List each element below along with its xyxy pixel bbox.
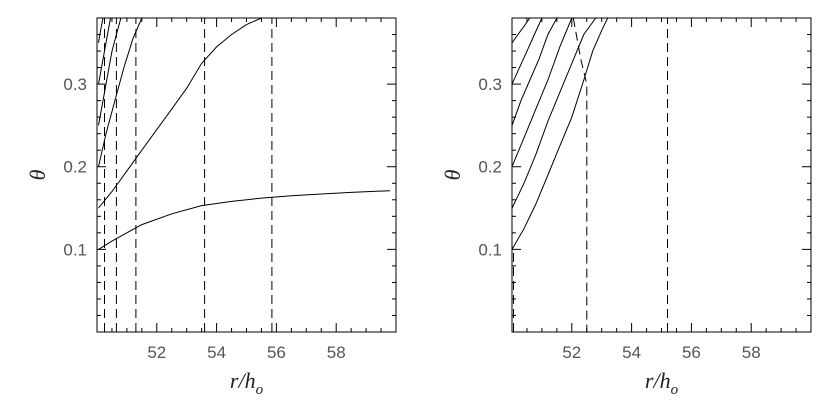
y-tick-label: 0.2 bbox=[478, 158, 502, 177]
x-tick-label: 54 bbox=[207, 343, 226, 362]
solid-curve-2 bbox=[512, 18, 573, 167]
solid-curve-3 bbox=[512, 18, 558, 126]
series-group bbox=[512, 18, 668, 332]
right-panel: 52 54 56 58 0.1 0.2 0.3 r/ho θ bbox=[440, 17, 812, 398]
solid-curve-0 bbox=[512, 18, 609, 250]
solid-curve-5 bbox=[98, 18, 104, 43]
solid-curve-4 bbox=[512, 18, 543, 85]
x-tick-label: 58 bbox=[327, 343, 346, 362]
y-tick-label: 0.3 bbox=[478, 75, 502, 94]
dashed-line-7 bbox=[572, 18, 588, 332]
x-tick-label: 56 bbox=[682, 343, 701, 362]
solid-curve-5 bbox=[512, 18, 531, 44]
y-tick-label: 0.1 bbox=[478, 240, 502, 259]
solid-curve-0 bbox=[98, 190, 391, 250]
x-tick-label: 52 bbox=[147, 343, 166, 362]
solid-curve-3 bbox=[98, 18, 122, 126]
left-panel: 52 54 56 58 0.1 0.2 0.3 r/ho θ bbox=[25, 17, 397, 398]
plot-frame bbox=[511, 17, 812, 333]
y-tick-label: 0.2 bbox=[63, 158, 87, 177]
solid-curve-1 bbox=[512, 18, 597, 209]
y-axis-label: θ bbox=[25, 169, 50, 180]
solid-curve-2 bbox=[98, 18, 143, 167]
series-group bbox=[98, 18, 391, 332]
y-axis-label: θ bbox=[440, 169, 465, 180]
x-tick-label: 52 bbox=[562, 343, 581, 362]
solid-curve-1 bbox=[98, 18, 262, 209]
x-axis-label: r/ho bbox=[230, 368, 264, 398]
y-tick-label: 0.3 bbox=[63, 75, 87, 94]
x-tick-label: 58 bbox=[742, 343, 761, 362]
x-axis-label: r/ho bbox=[645, 368, 679, 398]
x-tick-label: 54 bbox=[622, 343, 641, 362]
plot-frame bbox=[96, 17, 397, 333]
x-tick-label: 56 bbox=[267, 343, 286, 362]
y-tick-label: 0.1 bbox=[63, 240, 87, 259]
